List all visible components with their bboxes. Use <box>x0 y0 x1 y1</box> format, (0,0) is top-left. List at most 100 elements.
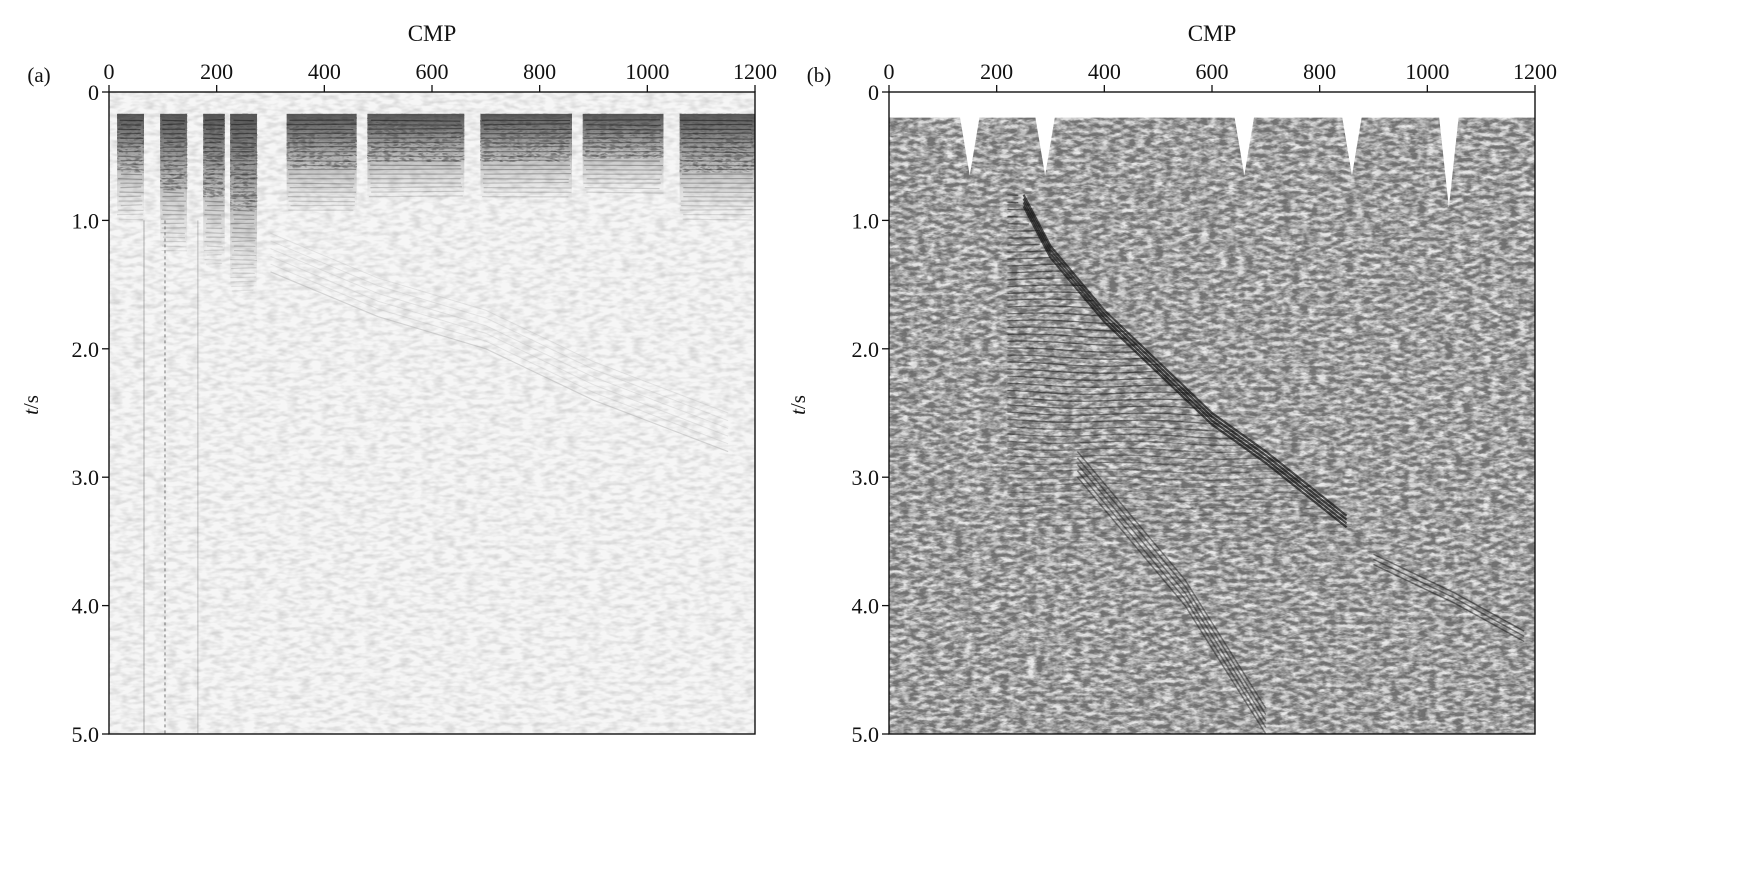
energy-streak <box>204 133 223 136</box>
panel-b-ylabel-unit: /s <box>786 395 810 409</box>
panel-b-top-mute <box>889 92 1535 208</box>
energy-streak <box>234 249 254 252</box>
energy-streak <box>205 187 224 190</box>
refraction-curve <box>270 232 729 414</box>
energy-streak <box>681 137 753 140</box>
energy-streak <box>232 227 256 230</box>
dipping-event <box>1076 476 1267 734</box>
energy-streak <box>286 182 355 185</box>
reflector-line <box>1007 433 1245 439</box>
x-tick-label: 800 <box>1303 59 1336 84</box>
energy-streak <box>683 196 752 198</box>
reflector-line <box>1007 482 1309 489</box>
panel-a-label: (a) <box>27 63 50 87</box>
energy-streak <box>118 218 144 221</box>
y-tick-label: 5.0 <box>72 722 100 747</box>
x-tick-label: 1000 <box>625 59 669 84</box>
y-tick-label: 3.0 <box>72 465 100 490</box>
panel-b-dipping-events <box>1022 194 1525 734</box>
energy-streak <box>368 168 462 171</box>
energy-streak <box>370 186 462 189</box>
energy-streak <box>117 178 143 181</box>
energy-texture <box>117 113 144 173</box>
energy-streak <box>234 169 254 171</box>
energy-streak <box>206 168 225 171</box>
energy-streak <box>162 236 186 239</box>
energy-streak <box>481 159 570 162</box>
panel-b-reflector-layers <box>1007 194 1385 554</box>
energy-streak <box>289 164 356 167</box>
energy-streak <box>120 163 144 166</box>
reflector-line <box>1007 368 1159 374</box>
reflector-line <box>1007 510 1342 519</box>
energy-streak <box>160 231 185 235</box>
top-mute <box>889 92 1535 208</box>
reflector-line <box>1007 418 1223 425</box>
energy-texture <box>160 113 188 191</box>
energy-streak <box>163 191 184 194</box>
energy-streak <box>230 142 257 144</box>
y-tick-label: 0 <box>88 80 99 105</box>
energy-streak <box>233 209 255 212</box>
energy-streak <box>682 132 753 135</box>
x-tick-label: 200 <box>980 59 1013 84</box>
y-tick-label: 4.0 <box>852 594 880 619</box>
dipping-event <box>1373 553 1525 632</box>
energy-streak <box>288 145 357 148</box>
reflector-line <box>1007 277 1073 281</box>
reflector-line <box>1007 389 1191 395</box>
energy-streak <box>204 258 222 261</box>
dipping-event <box>1022 198 1348 521</box>
energy-streak <box>586 191 664 194</box>
energy-streak <box>371 119 461 122</box>
energy-streak <box>120 173 143 176</box>
reflector-line <box>1007 305 1094 309</box>
panel-a-ylabel: t/s <box>19 395 43 415</box>
energy-streak <box>204 137 225 140</box>
energy-streak <box>160 168 184 171</box>
energy-streak <box>368 127 463 130</box>
reflector-line <box>1007 468 1288 475</box>
reflector-line <box>1007 475 1299 482</box>
energy-streak <box>232 136 254 139</box>
reflector-line <box>1007 354 1148 360</box>
dipping-event <box>1076 451 1267 709</box>
energy-streak <box>204 200 224 203</box>
reflector-line <box>1007 326 1126 332</box>
energy-streak <box>680 119 753 122</box>
refraction-curve <box>270 248 729 429</box>
energy-streak <box>482 181 569 184</box>
reflector-line <box>1007 361 1159 367</box>
energy-streak <box>286 123 357 126</box>
energy-streak <box>683 164 754 167</box>
reflector-line <box>1007 333 1126 339</box>
reflector-line <box>1007 538 1385 547</box>
x-tick-label: 0 <box>104 59 115 84</box>
energy-streak <box>233 163 256 166</box>
dipping-event <box>1076 470 1267 728</box>
panel-b: 0 200 400 600 800 1000 1200 0 1.0 2.0 3.0 4.0 5.0 (b… <box>786 21 1557 747</box>
panel-b-plot-area <box>889 92 1535 734</box>
reflector-line <box>1007 404 1202 410</box>
energy-streak <box>161 177 184 180</box>
reflector-line <box>1007 236 1040 239</box>
y-tick-label: 4.0 <box>72 594 100 619</box>
energy-streak <box>288 200 356 203</box>
energy-streak <box>371 190 464 193</box>
energy-texture <box>679 113 755 173</box>
energy-streak <box>205 163 224 166</box>
reflector-line <box>1007 291 1083 295</box>
energy-streak <box>120 204 143 207</box>
y-tick-label: 5.0 <box>852 722 880 747</box>
energy-streak <box>583 137 663 139</box>
x-tick-label: 0 <box>884 59 895 84</box>
reflector-line <box>1007 375 1169 381</box>
energy-streak <box>230 280 257 283</box>
reflector-line <box>1007 517 1352 526</box>
energy-streak <box>205 231 225 235</box>
panel-b-xlabel: CMP <box>1188 21 1237 46</box>
energy-streak <box>204 209 225 212</box>
dipping-event <box>1373 563 1525 643</box>
energy-streak <box>203 249 225 252</box>
panel-a: 0 200 400 600 800 1000 1200 0 1.0 2.0 3.0 4.0 5.0 (a… <box>19 21 777 747</box>
